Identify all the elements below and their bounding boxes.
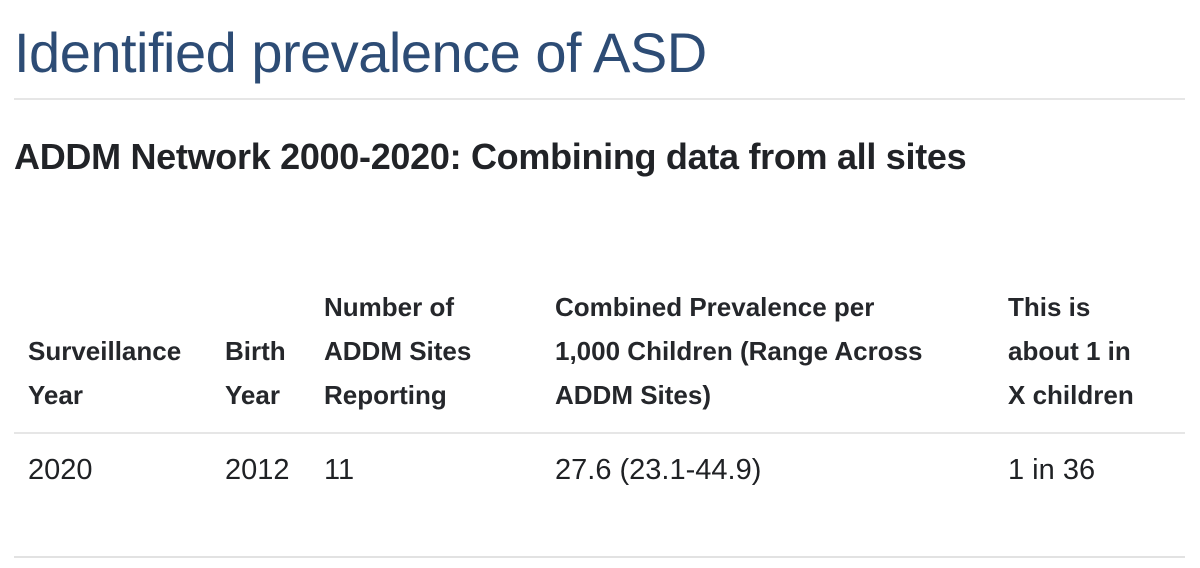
- section-subtitle: ADDM Network 2000-2020: Combining data f…: [14, 136, 967, 178]
- table-row: 2020 2012 11 27.6 (23.1-44.9) 1 in 36: [14, 433, 1185, 557]
- table-header-row: Surveillance Year Birth Year Number of A…: [14, 285, 1185, 433]
- cell-sites-reporting: 11: [324, 453, 355, 486]
- column-header-one-in-x: This is about 1 in X children: [1008, 291, 1134, 410]
- page-title: Identified prevalence of ASD: [14, 21, 707, 84]
- cell-birth-year: 2012: [225, 453, 290, 486]
- column-header-sites-reporting: Number of ADDM Sites Reporting: [324, 291, 472, 410]
- cell-one-in-x: 1 in 36: [1008, 453, 1096, 486]
- cell-combined-prevalence: 27.6 (23.1-44.9): [555, 453, 762, 486]
- cell-surveillance-year: 2020: [28, 453, 93, 486]
- title-divider: [14, 98, 1185, 101]
- column-header-surveillance-year: Surveillance Year: [28, 335, 182, 410]
- column-header-birth-year: Birth Year: [225, 335, 286, 410]
- column-header-combined-prevalence: Combined Prevalence per 1,000 Children (…: [555, 291, 923, 410]
- prevalence-table: Surveillance Year Birth Year Number of A…: [14, 285, 1185, 558]
